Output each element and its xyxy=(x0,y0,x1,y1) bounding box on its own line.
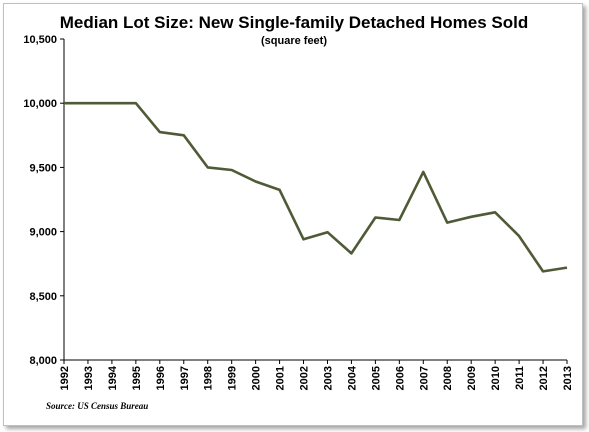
series-line xyxy=(64,101,568,273)
x-tick-label: 1992 xyxy=(59,366,71,390)
x-tick-label: 2010 xyxy=(490,366,502,390)
x-tick-label: 2011 xyxy=(514,366,526,390)
x-tick-label: 2002 xyxy=(299,366,311,390)
x-tick-label: 1994 xyxy=(107,365,119,390)
chart-title: Median Lot Size: New Single-family Detac… xyxy=(60,13,529,32)
x-tick-label: 2001 xyxy=(275,366,287,390)
x-tick-label: 2007 xyxy=(418,366,430,390)
x-tick-label: 1996 xyxy=(155,366,167,390)
x-tick-label: 1993 xyxy=(83,366,95,390)
y-axis-ticks: 8,000 8,500 9,000 9,500 10,000 10,500 xyxy=(23,34,64,367)
x-tick-label: 2003 xyxy=(322,366,334,390)
y-tick-label: 8,500 xyxy=(29,291,57,303)
x-tick-label: 2000 xyxy=(251,366,263,390)
x-tick-label: 1995 xyxy=(131,366,143,390)
x-tick-label: 1998 xyxy=(203,366,215,390)
x-tick-label: 2004 xyxy=(346,365,358,390)
x-tick-label: 1997 xyxy=(179,366,191,390)
x-tick-label: 2006 xyxy=(394,366,406,390)
chart-card: Median Lot Size: New Single-family Detac… xyxy=(3,3,583,426)
y-tick-label: 10,500 xyxy=(23,34,57,46)
x-tick-label: 2008 xyxy=(442,366,454,390)
y-tick-label: 10,000 xyxy=(23,98,57,110)
x-axis-ticks: 1992 1993 1994 1995 1996 1997 1998 1999 2000 2001… xyxy=(59,360,574,390)
y-tick-label: 9,500 xyxy=(29,162,57,174)
x-tick-label: 2012 xyxy=(538,366,550,390)
series-group xyxy=(63,101,568,273)
x-tick-label: 1999 xyxy=(227,366,239,390)
line-chart: Median Lot Size: New Single-family Detac… xyxy=(23,13,574,411)
y-tick-label: 9,000 xyxy=(29,227,57,239)
source-note: Source: US Census Bureau xyxy=(46,401,148,411)
x-tick-label: 2009 xyxy=(466,366,478,390)
x-tick-label: 2013 xyxy=(562,366,574,390)
x-tick-label: 2005 xyxy=(370,366,382,390)
y-tick-label: 8,000 xyxy=(29,355,57,367)
chart-subtitle: (square feet) xyxy=(261,35,327,47)
